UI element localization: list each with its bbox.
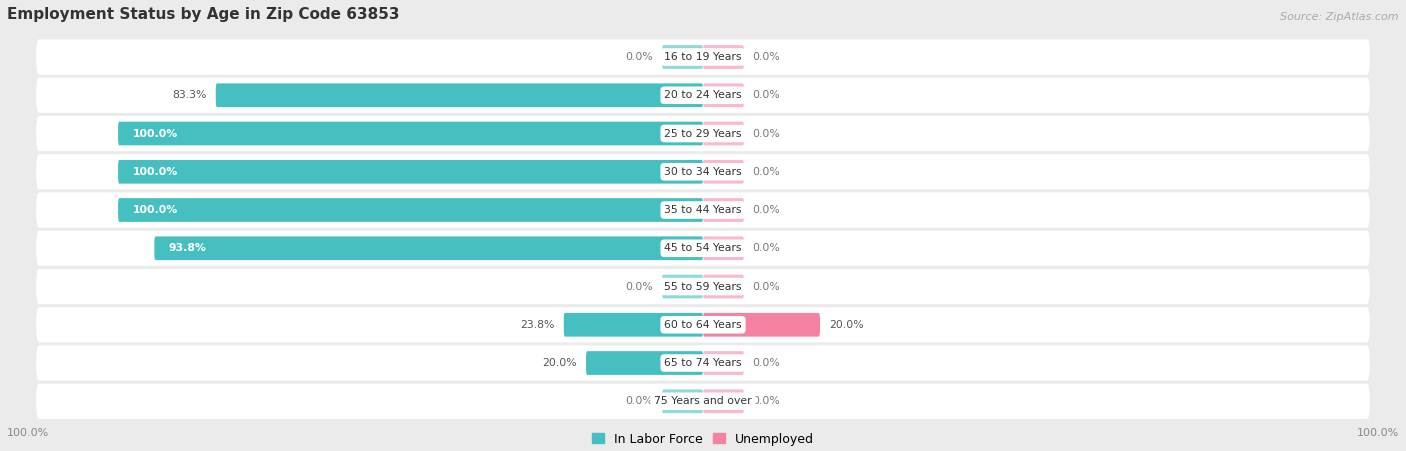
Text: 0.0%: 0.0% xyxy=(752,243,780,253)
FancyBboxPatch shape xyxy=(37,345,1369,381)
Text: 100.0%: 100.0% xyxy=(132,205,179,215)
Text: 0.0%: 0.0% xyxy=(626,281,654,291)
FancyBboxPatch shape xyxy=(703,45,744,69)
Text: 16 to 19 Years: 16 to 19 Years xyxy=(664,52,742,62)
Legend: In Labor Force, Unemployed: In Labor Force, Unemployed xyxy=(592,433,814,446)
FancyBboxPatch shape xyxy=(703,160,744,184)
Text: 0.0%: 0.0% xyxy=(626,52,654,62)
Text: 83.3%: 83.3% xyxy=(173,90,207,100)
Text: 0.0%: 0.0% xyxy=(752,396,780,406)
Text: 75 Years and over: 75 Years and over xyxy=(654,396,752,406)
FancyBboxPatch shape xyxy=(37,116,1369,151)
FancyBboxPatch shape xyxy=(703,389,744,413)
FancyBboxPatch shape xyxy=(703,351,744,375)
FancyBboxPatch shape xyxy=(703,198,744,222)
Text: 45 to 54 Years: 45 to 54 Years xyxy=(664,243,742,253)
Text: Employment Status by Age in Zip Code 63853: Employment Status by Age in Zip Code 638… xyxy=(7,7,399,22)
FancyBboxPatch shape xyxy=(703,236,744,260)
Text: 35 to 44 Years: 35 to 44 Years xyxy=(664,205,742,215)
FancyBboxPatch shape xyxy=(37,230,1369,266)
Text: 0.0%: 0.0% xyxy=(752,129,780,138)
Text: 100.0%: 100.0% xyxy=(132,167,179,177)
Text: Source: ZipAtlas.com: Source: ZipAtlas.com xyxy=(1281,12,1399,22)
Text: 55 to 59 Years: 55 to 59 Years xyxy=(664,281,742,291)
FancyBboxPatch shape xyxy=(215,83,703,107)
FancyBboxPatch shape xyxy=(37,384,1369,419)
FancyBboxPatch shape xyxy=(37,78,1369,113)
Text: 0.0%: 0.0% xyxy=(752,90,780,100)
FancyBboxPatch shape xyxy=(564,313,703,336)
Text: 0.0%: 0.0% xyxy=(626,396,654,406)
Text: 0.0%: 0.0% xyxy=(752,205,780,215)
FancyBboxPatch shape xyxy=(118,160,703,184)
FancyBboxPatch shape xyxy=(662,389,703,413)
Text: 65 to 74 Years: 65 to 74 Years xyxy=(664,358,742,368)
Text: 60 to 64 Years: 60 to 64 Years xyxy=(664,320,742,330)
FancyBboxPatch shape xyxy=(662,275,703,299)
FancyBboxPatch shape xyxy=(703,313,820,336)
Text: 93.8%: 93.8% xyxy=(169,243,207,253)
FancyBboxPatch shape xyxy=(703,83,744,107)
FancyBboxPatch shape xyxy=(586,351,703,375)
Text: 0.0%: 0.0% xyxy=(752,167,780,177)
FancyBboxPatch shape xyxy=(37,193,1369,228)
FancyBboxPatch shape xyxy=(118,198,703,222)
Text: 0.0%: 0.0% xyxy=(752,358,780,368)
FancyBboxPatch shape xyxy=(37,269,1369,304)
Text: 20.0%: 20.0% xyxy=(828,320,863,330)
FancyBboxPatch shape xyxy=(703,275,744,299)
Text: 23.8%: 23.8% xyxy=(520,320,555,330)
Text: 100.0%: 100.0% xyxy=(7,428,49,437)
FancyBboxPatch shape xyxy=(37,39,1369,74)
FancyBboxPatch shape xyxy=(37,307,1369,342)
Text: 25 to 29 Years: 25 to 29 Years xyxy=(664,129,742,138)
Text: 0.0%: 0.0% xyxy=(752,281,780,291)
Text: 100.0%: 100.0% xyxy=(1357,428,1399,437)
FancyBboxPatch shape xyxy=(703,122,744,145)
Text: 20.0%: 20.0% xyxy=(543,358,578,368)
Text: 30 to 34 Years: 30 to 34 Years xyxy=(664,167,742,177)
FancyBboxPatch shape xyxy=(118,122,703,145)
FancyBboxPatch shape xyxy=(155,236,703,260)
Text: 100.0%: 100.0% xyxy=(132,129,179,138)
Text: 20 to 24 Years: 20 to 24 Years xyxy=(664,90,742,100)
Text: 0.0%: 0.0% xyxy=(752,52,780,62)
FancyBboxPatch shape xyxy=(37,154,1369,189)
FancyBboxPatch shape xyxy=(662,45,703,69)
